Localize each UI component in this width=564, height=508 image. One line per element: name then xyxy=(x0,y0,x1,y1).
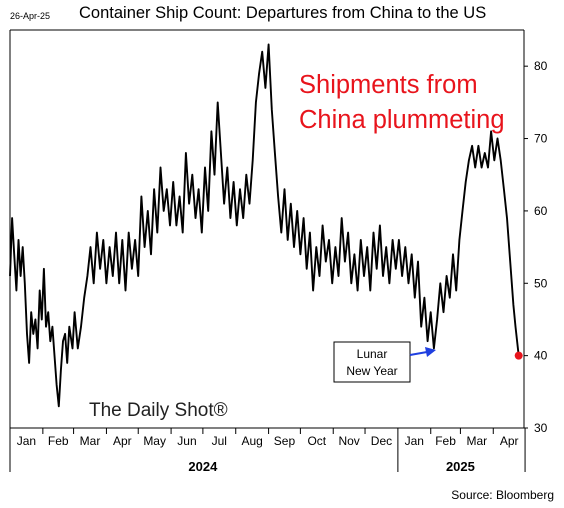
lunar-new-year-box xyxy=(333,341,411,383)
x-month-label: Jan xyxy=(405,434,424,448)
x-month-label: Nov xyxy=(338,434,359,448)
chart-title: Container Ship Count: Departures from Ch… xyxy=(79,4,487,22)
date-stamp: 26-Apr-25 xyxy=(10,11,51,21)
y-tick-label: 50 xyxy=(534,276,548,290)
x-month-label: Feb xyxy=(48,434,69,448)
x-year-label: 2024 xyxy=(188,459,218,474)
x-month-label: Jan xyxy=(17,434,36,448)
x-ticks xyxy=(9,428,526,472)
x-month-label: Mar xyxy=(467,434,488,448)
x-month-label: Apr xyxy=(113,434,132,448)
x-month-label: Oct xyxy=(307,434,326,448)
x-month-label: Jul xyxy=(212,434,227,448)
y-ticks: 30 40 50 60 70 80 xyxy=(524,59,548,435)
lunar-new-year-arrow xyxy=(409,351,428,356)
x-month-label: May xyxy=(143,434,166,448)
x-month-label: Dec xyxy=(371,434,392,448)
annotation-shipments-line2: China plummeting xyxy=(299,106,505,134)
series-line xyxy=(9,43,520,408)
lunar-new-year-label-line2: New Year xyxy=(346,364,397,378)
y-tick-label: 40 xyxy=(534,349,548,363)
x-month-label: Sep xyxy=(274,434,296,448)
source-note: Source: Bloomberg xyxy=(451,488,554,502)
x-month-label: Mar xyxy=(80,434,101,448)
year-labels: 2024 2025 xyxy=(188,459,474,474)
x-year-label: 2025 xyxy=(446,459,475,474)
lunar-new-year-label-line1: Lunar xyxy=(357,347,388,361)
y-tick-label: 30 xyxy=(534,421,548,435)
y-tick-label: 70 xyxy=(534,132,548,146)
x-month-label: Jun xyxy=(177,434,196,448)
last-point-marker xyxy=(514,351,523,360)
daily-shot-watermark: The Daily Shot® xyxy=(89,400,228,421)
y-tick-label: 60 xyxy=(534,204,548,218)
lunar-new-year-arrowhead xyxy=(425,347,436,357)
x-month-label: Aug xyxy=(241,434,262,448)
y-tick-label: 80 xyxy=(534,59,548,73)
annotation-shipments-line1: Shipments from xyxy=(299,71,478,99)
month-labels: Jan Feb Mar Apr May Jun Jul Aug Sep Oct Nov Dec Jan F… xyxy=(17,434,519,448)
x-month-label: Feb xyxy=(435,434,456,448)
x-month-label: Apr xyxy=(500,434,519,448)
